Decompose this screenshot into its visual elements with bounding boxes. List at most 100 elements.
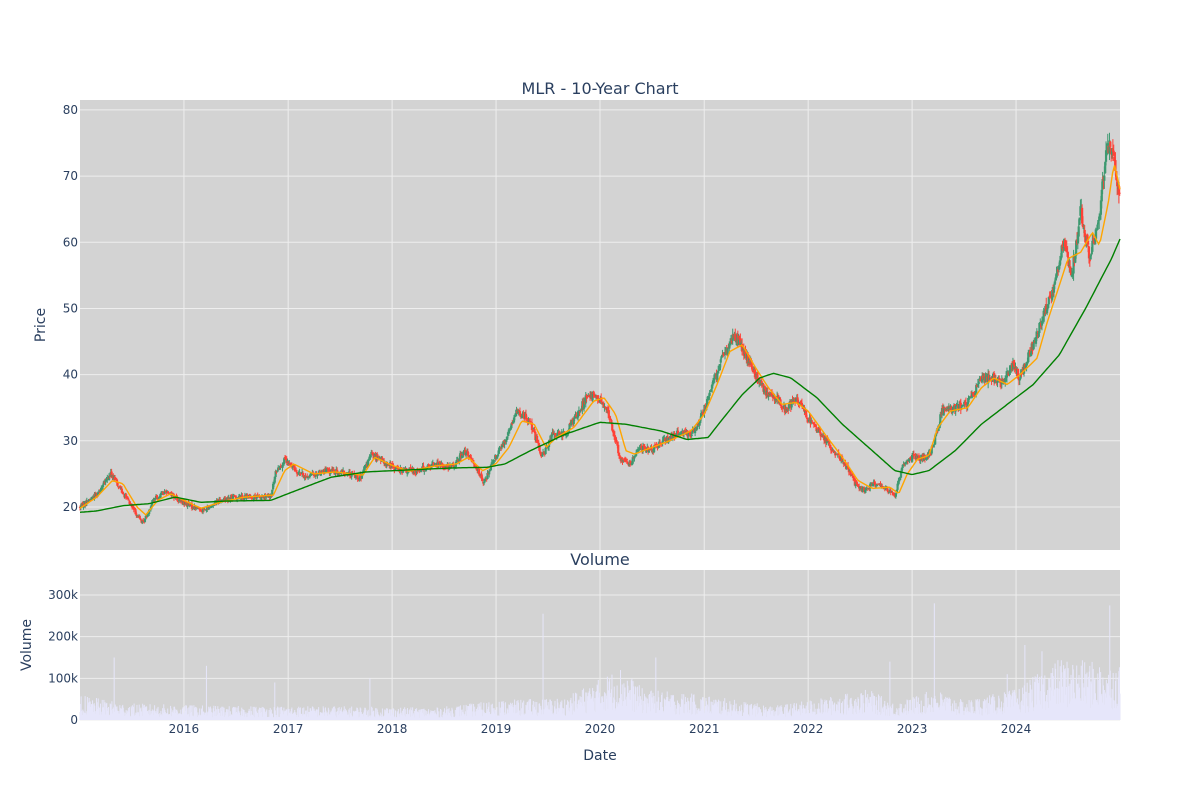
candle-body (201, 508, 205, 513)
candle-body (933, 444, 936, 446)
candle-body (532, 428, 535, 430)
date-tick-label: 2016 (169, 722, 200, 736)
candle-body (984, 376, 987, 383)
candle-body (803, 407, 806, 412)
volume-tick-label: 300k (48, 588, 78, 602)
candle-body (1026, 362, 1029, 363)
candle-body (530, 422, 534, 430)
candle-body (863, 487, 866, 493)
candle-body (134, 509, 137, 515)
candle-body (1019, 373, 1022, 379)
volume-tick-labels: 0 100k 200k 300k (48, 588, 78, 727)
candle-body (1098, 214, 1102, 217)
candle-body (1090, 253, 1093, 255)
candle-body (988, 377, 991, 381)
candle-body (148, 509, 151, 515)
candle-body (1055, 273, 1058, 279)
candle-body (887, 492, 891, 493)
candle-body (237, 496, 241, 499)
candle-body (493, 460, 496, 461)
candle-body (506, 436, 509, 440)
candle-body (1109, 141, 1112, 147)
candle-body (335, 469, 338, 471)
candle-body (126, 498, 129, 500)
candle-body (242, 497, 245, 500)
candle-body (273, 476, 276, 483)
candle-body (394, 469, 397, 470)
price-tick-label: 70 (63, 169, 78, 183)
date-tick-labels: 2016 2017 2018 2019 2020 2021 2022 2023 2024 (169, 722, 1032, 736)
candle-body (339, 473, 342, 474)
candle-body (586, 396, 589, 398)
candle-body (1096, 224, 1099, 230)
candle-body (1057, 265, 1061, 270)
date-tick-label: 2019 (481, 722, 512, 736)
candle-body (441, 465, 445, 467)
candle-body (1059, 257, 1062, 261)
candle-body (898, 479, 901, 482)
date-tick-label: 2021 (689, 722, 720, 736)
candle-body (460, 455, 463, 459)
candle-body (1053, 281, 1056, 285)
candle-body (256, 494, 259, 497)
candle-body (1112, 150, 1115, 156)
candle-body (886, 488, 889, 491)
candle-body (328, 469, 331, 474)
candle-body (316, 474, 319, 476)
candle-body (955, 405, 958, 407)
candle-body (1045, 309, 1049, 314)
candle-body (858, 487, 862, 488)
candle-body (1051, 289, 1054, 300)
candle-body (767, 394, 770, 397)
candle-body (818, 428, 821, 433)
candle-body (127, 499, 130, 501)
candle-body (610, 419, 613, 424)
candle-body (324, 469, 328, 473)
candle-body (1038, 322, 1041, 334)
candle-body (676, 430, 680, 436)
candle-body (161, 492, 164, 494)
candle-body (1040, 321, 1044, 326)
candle-body (626, 461, 629, 464)
candle-body (100, 487, 103, 491)
candle-body (572, 419, 575, 424)
candle-body (395, 467, 398, 469)
candle-body (534, 431, 537, 441)
candle-body (976, 383, 979, 386)
candle-body (1061, 244, 1064, 249)
candle-body (116, 482, 119, 486)
candle-body (401, 469, 405, 473)
candle-body (893, 492, 896, 495)
candle-body (1117, 185, 1120, 195)
candle-body (366, 460, 370, 468)
candle-body (810, 420, 813, 423)
candle-body (327, 469, 330, 471)
candle-body (950, 406, 953, 412)
candle-body (879, 482, 882, 487)
candle-body (282, 464, 285, 466)
short-moving-average-line (79, 165, 1121, 516)
candle-body (497, 450, 500, 455)
candle-body (131, 505, 134, 507)
candle-body (588, 395, 591, 397)
candle-body (271, 489, 274, 496)
candle-body (615, 439, 618, 443)
candle-body (750, 360, 753, 367)
candle-body (873, 482, 876, 485)
candle-body (969, 396, 972, 398)
candle-body (968, 397, 971, 399)
candle-body (1098, 216, 1101, 221)
candle-body (166, 491, 170, 494)
candle-body (391, 463, 394, 466)
candle-body (909, 457, 912, 460)
candle-body (555, 435, 558, 437)
candle-body (1036, 333, 1039, 335)
candle-body (524, 413, 528, 420)
candle-body (1116, 181, 1119, 187)
candle-body (381, 457, 384, 462)
candle-body (1069, 270, 1073, 276)
candle-body (996, 381, 999, 383)
candle-body (944, 408, 947, 410)
candle-body (554, 435, 557, 438)
candle-body (648, 449, 651, 451)
